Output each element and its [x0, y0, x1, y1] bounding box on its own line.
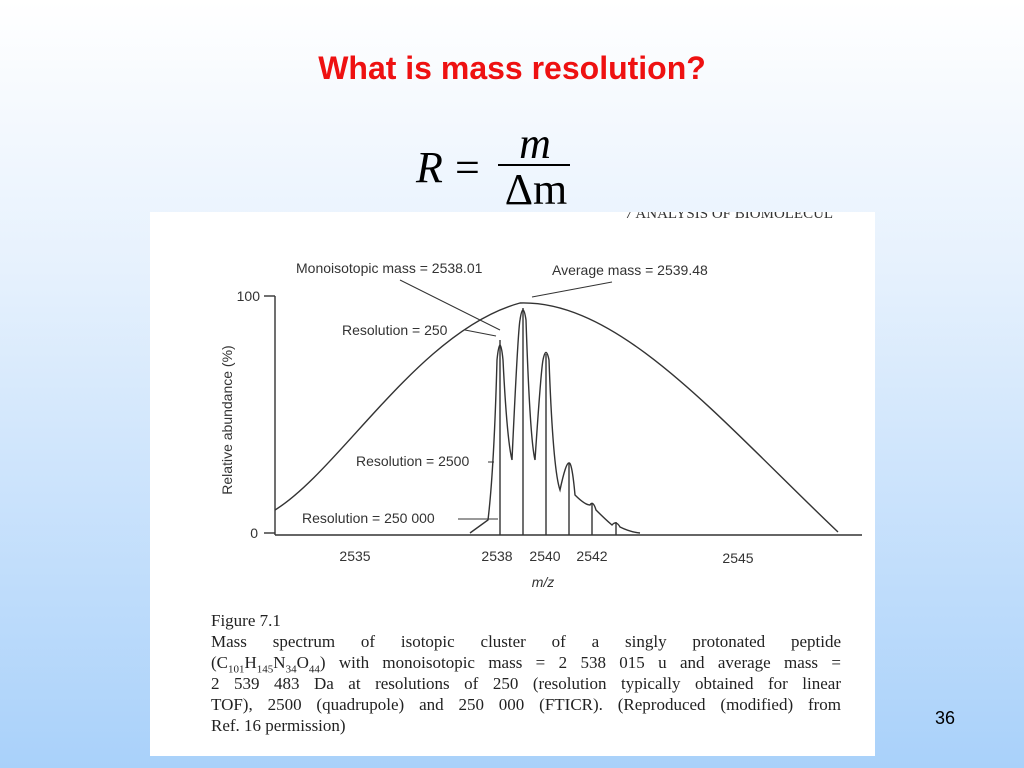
annotation: Average mass = 2539.48: [552, 262, 708, 278]
subscript: 101: [228, 663, 245, 676]
figure: 7 ANALYSIS OF BIOMOLECUL Monoisotopic ma…: [150, 212, 875, 756]
x-tick-label: 2545: [722, 550, 753, 566]
caption-line: TOF), 2500 (quadrupole) and 250 000 (FTI…: [211, 695, 841, 714]
caption-line: 2 539 483 Da at resolutions of 250 (reso…: [211, 674, 841, 693]
fraction-bar: [498, 164, 570, 166]
caption-line: (C101H145N34O44) with monoisotopic mass …: [211, 652, 841, 676]
y-tick-label: 100: [237, 288, 261, 304]
resolution-2500-curve: [469, 309, 641, 534]
annotation: Resolution = 250: [342, 322, 448, 338]
formula-denominator: Δm: [504, 165, 568, 214]
formula-numerator: m: [519, 119, 551, 168]
x-tick-label: 2535: [339, 548, 370, 564]
y-tick-label: 0: [250, 525, 258, 541]
subscript: 44: [308, 663, 320, 676]
formula: R = m Δm: [410, 119, 580, 214]
formula-equals: =: [455, 143, 480, 192]
caption-line: Mass spectrum of isotopic cluster of a s…: [211, 632, 841, 651]
x-tick-label: 2538: [481, 548, 512, 564]
spectrum-plot: 7 ANALYSIS OF BIOMOLECUL Monoisotopic ma…: [219, 212, 862, 590]
annotation: Resolution = 250 000: [302, 510, 435, 526]
subscript: 145: [256, 663, 274, 676]
page-header: 7 ANALYSIS OF BIOMOLECUL: [625, 212, 833, 222]
formula-lhs: R: [416, 143, 443, 192]
x-axis-label: m/z: [532, 574, 555, 590]
text: N: [273, 653, 286, 672]
subscript: 34: [285, 663, 297, 676]
resolution-250-curve: [274, 302, 839, 533]
text: ) with monoisotopic mass = 2 538 015 u a…: [319, 653, 841, 672]
x-tick-label: 2542: [576, 548, 607, 564]
page-number: 36: [935, 708, 956, 728]
text: O: [296, 653, 309, 672]
y-axis-label: Relative abundance (%): [219, 345, 235, 494]
text: H: [244, 653, 257, 672]
leader-lines: [399, 279, 613, 520]
caption-title: Figure 7.1: [211, 611, 281, 630]
resolution-250000-sticks: [499, 308, 617, 535]
text: (C: [211, 653, 228, 672]
caption-line: Ref. 16 permission): [211, 716, 346, 735]
x-tick-label: 2540: [529, 548, 560, 564]
caption: Figure 7.1 Mass spectrum of isotopic clu…: [211, 610, 841, 736]
annotation: Monoisotopic mass = 2538.01: [296, 260, 483, 276]
annotation: Resolution = 2500: [356, 453, 469, 469]
slide-title: What is mass resolution?: [318, 50, 706, 86]
